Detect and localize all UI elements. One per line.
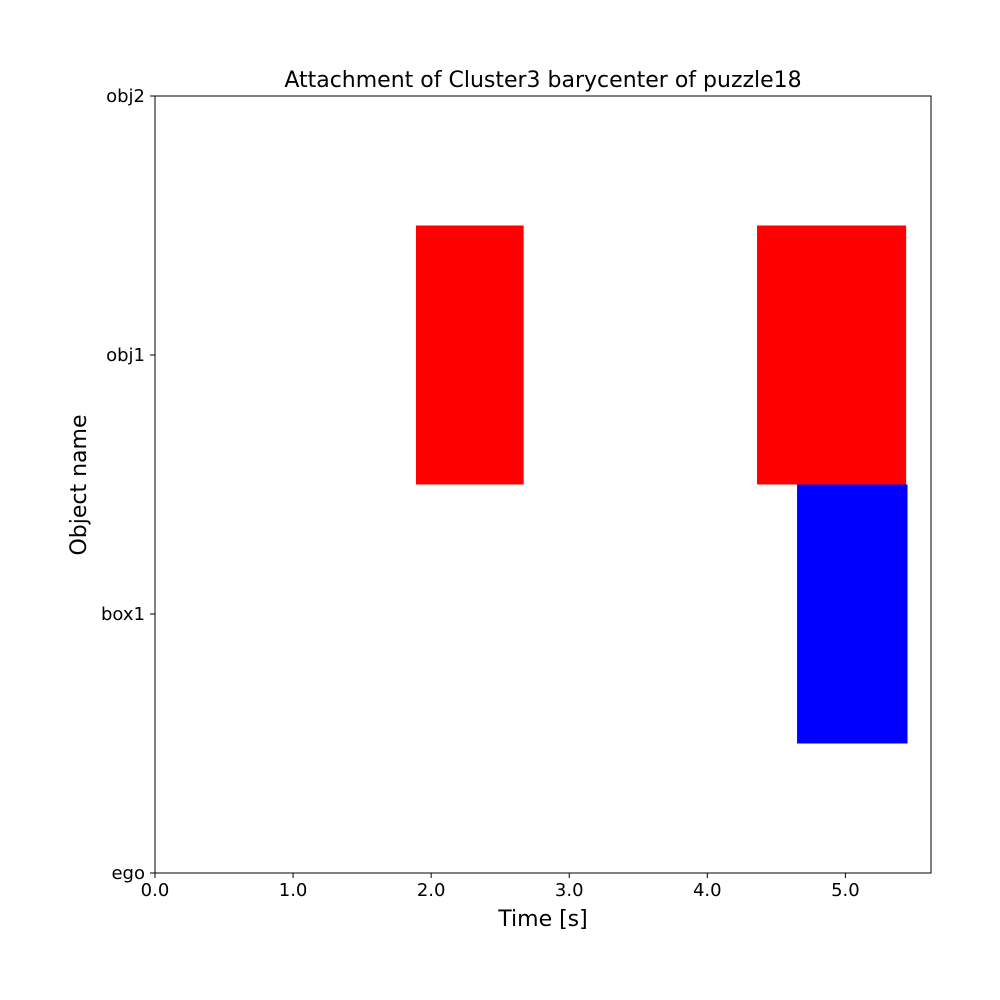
x-tick-label: 3.0 xyxy=(555,880,584,901)
chart-title: Attachment of Cluster3 barycenter of puz… xyxy=(284,68,801,93)
y-tick-label: box1 xyxy=(101,604,145,625)
x-axis: 0.0 1.0 2.0 3.0 4.0 5.0 xyxy=(141,873,860,901)
x-tick-label: 5.0 xyxy=(831,880,860,901)
y-tick-label: ego xyxy=(111,863,145,884)
interval-bar-obj1-2 xyxy=(757,225,907,485)
plot-frame xyxy=(154,95,932,874)
y-axis-label: Object name xyxy=(67,414,92,555)
x-tick-label: 0.0 xyxy=(141,880,170,901)
x-axis-label: Time [s] xyxy=(497,907,587,932)
interval-bar-obj1-1 xyxy=(415,225,524,485)
x-tick-label: 2.0 xyxy=(417,880,446,901)
bars-layer xyxy=(415,225,908,744)
y-axis: ego box1 obj1 obj2 xyxy=(101,86,155,884)
interval-bar-box1-3 xyxy=(797,484,908,744)
x-tick-label: 4.0 xyxy=(693,880,722,901)
x-tick-label: 1.0 xyxy=(279,880,308,901)
y-tick-label: obj2 xyxy=(106,86,145,107)
y-tick-label: obj1 xyxy=(106,345,145,366)
